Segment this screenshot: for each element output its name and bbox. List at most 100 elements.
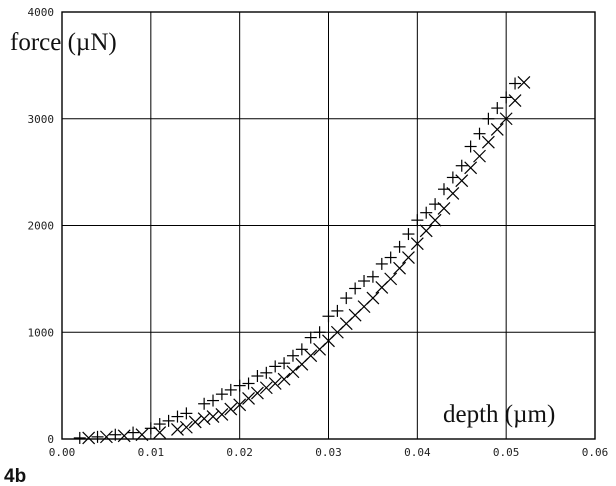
plot-frame	[61, 11, 596, 440]
plus-marker	[207, 394, 220, 407]
x-axis-title: depth (µm)	[443, 401, 555, 428]
cross-marker	[517, 76, 531, 89]
cross-marker	[99, 430, 113, 444]
plus-marker	[171, 410, 184, 423]
plus-marker	[153, 418, 166, 431]
y-tick-label: 2000	[28, 220, 55, 233]
plus-marker	[446, 171, 459, 184]
x-tick-label: 0.00	[49, 446, 76, 459]
plus-marker	[340, 292, 353, 305]
plus-marker	[482, 112, 495, 125]
plus-marker	[127, 426, 140, 439]
plus-marker	[464, 140, 477, 153]
plus-marker	[393, 240, 406, 253]
plus-marker	[295, 343, 308, 356]
cross-marker	[259, 381, 273, 395]
cross-marker	[410, 237, 424, 251]
plus-marker	[215, 388, 228, 401]
x-tick-label: 0.05	[493, 446, 520, 459]
cross-marker	[499, 112, 513, 126]
cross-marker	[402, 251, 415, 264]
cross-marker	[366, 291, 380, 305]
series-plus	[73, 77, 522, 444]
cross-marker	[242, 392, 255, 405]
cross-marker	[481, 135, 495, 149]
plus-marker	[242, 377, 255, 390]
cross-marker	[268, 377, 282, 390]
plus-marker	[260, 366, 273, 379]
cross-marker	[464, 161, 478, 175]
y-axis-title: force (µN)	[10, 29, 117, 56]
plus-marker	[322, 310, 335, 323]
plus-marker	[278, 357, 291, 370]
plus-marker	[384, 251, 397, 264]
grid-lines	[61, 11, 596, 440]
cross-marker	[490, 123, 504, 136]
plus-marker	[180, 407, 193, 420]
y-tick-labels: 0 1000 2000 3000 4000	[28, 6, 55, 446]
x-tick-labels: 0.00 0.01 0.02 0.03 0.04 0.05 0.06	[49, 446, 609, 459]
cross-marker	[304, 349, 318, 363]
cross-marker	[277, 372, 291, 386]
plus-marker	[349, 282, 362, 295]
cross-marker	[428, 213, 442, 227]
cross-marker	[455, 174, 469, 188]
cross-marker	[206, 410, 220, 424]
plus-marker	[313, 326, 326, 339]
y-tick-label: 0	[47, 433, 54, 446]
cross-marker	[179, 420, 193, 434]
plus-marker	[509, 77, 522, 90]
plus-marker	[251, 370, 264, 383]
x-tick-label: 0.01	[138, 446, 165, 459]
plus-marker	[358, 275, 371, 288]
plus-marker	[331, 304, 344, 317]
cross-marker	[188, 415, 202, 429]
cross-marker	[117, 429, 131, 443]
x-tick-label: 0.04	[404, 446, 431, 459]
data-points	[73, 76, 531, 445]
cross-marker	[473, 149, 486, 163]
cross-marker	[215, 408, 229, 421]
plus-marker	[366, 270, 379, 283]
figure-label: 4b	[4, 466, 26, 486]
cross-marker	[286, 365, 300, 379]
cross-marker	[251, 386, 264, 400]
plus-marker	[304, 331, 317, 344]
plus-marker	[375, 257, 388, 270]
cross-marker	[171, 422, 184, 436]
plus-marker	[473, 127, 486, 140]
plus-marker	[233, 379, 246, 392]
plus-marker	[491, 102, 504, 115]
plus-marker	[73, 431, 86, 444]
y-tick-label: 4000	[28, 6, 55, 19]
plus-marker	[224, 383, 237, 396]
cross-marker	[437, 201, 451, 215]
cross-marker	[446, 187, 460, 200]
cross-marker	[384, 272, 398, 286]
plus-marker	[402, 228, 415, 241]
x-tick-label: 0.06	[582, 446, 609, 459]
x-tick-label: 0.03	[315, 446, 342, 459]
plus-marker	[162, 414, 175, 427]
plus-marker	[91, 430, 104, 443]
cross-marker	[82, 431, 96, 445]
plus-marker	[269, 360, 282, 373]
cross-marker	[197, 412, 211, 426]
plus-marker	[500, 91, 513, 104]
plus-marker	[411, 214, 424, 227]
cross-marker	[393, 261, 406, 275]
cross-marker	[153, 426, 167, 440]
plus-marker	[286, 349, 299, 362]
y-tick-label: 3000	[28, 113, 55, 126]
cross-marker	[508, 94, 522, 108]
x-tick-label: 0.02	[226, 446, 253, 459]
cross-marker	[233, 398, 247, 412]
plus-marker	[198, 397, 211, 410]
plus-marker	[455, 159, 468, 172]
cross-marker	[419, 224, 433, 238]
y-tick-label: 1000	[28, 326, 55, 339]
cross-marker	[224, 402, 238, 416]
plus-marker	[420, 206, 433, 219]
series-cross	[82, 76, 531, 445]
